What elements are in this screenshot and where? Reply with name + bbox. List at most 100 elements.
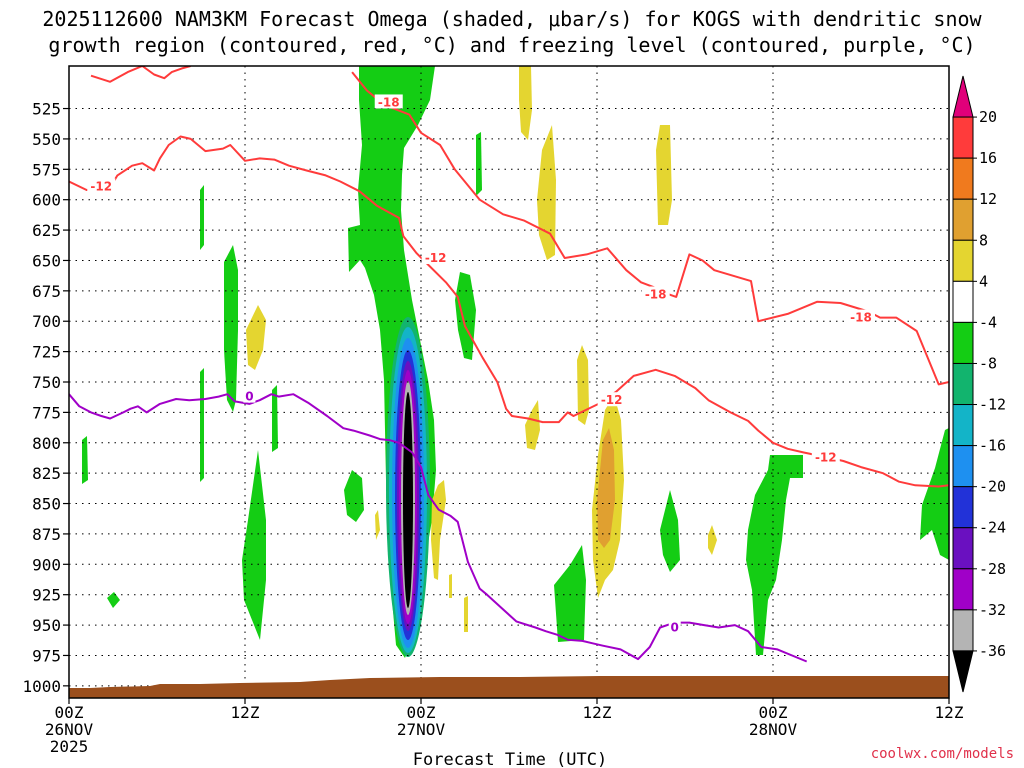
terrain-ground xyxy=(69,676,949,698)
omega-region xyxy=(200,185,204,250)
x-tick-label: 12Z xyxy=(935,703,964,722)
colorbar-label: -36 xyxy=(979,642,1006,660)
contour-label-bg xyxy=(641,286,670,301)
omega-region xyxy=(107,592,120,608)
omega-region xyxy=(554,545,586,642)
contour-line xyxy=(69,135,949,488)
x-tick-label: 26NOV xyxy=(45,720,94,739)
colorbar-cell xyxy=(952,527,974,570)
y-tick-label: 600 xyxy=(32,191,61,210)
colorbar-cell xyxy=(952,362,974,406)
colorbar-label: -32 xyxy=(979,601,1006,619)
colorbar-label: -28 xyxy=(979,560,1006,578)
omega-region xyxy=(344,470,364,522)
contour-label: -18 xyxy=(378,95,400,109)
y-tick-label: 525 xyxy=(32,100,61,119)
colorbar: 20 16 12 8 4 -4 -8 -12 -16 -20 -24 -28 -32 -36 xyxy=(952,75,1006,693)
y-tick-label: 950 xyxy=(32,616,61,635)
omega-region xyxy=(272,385,278,452)
contour-label: 0 xyxy=(671,621,679,635)
colorbar-cell xyxy=(952,239,974,282)
omega-region xyxy=(82,436,88,484)
contour-label: -18 xyxy=(850,311,872,325)
omega-region xyxy=(200,368,204,482)
contour-label: -12 xyxy=(601,393,623,407)
colorbar-label: -20 xyxy=(979,478,1006,496)
omega-region xyxy=(746,455,803,655)
x-tick-label: 12Z xyxy=(231,703,260,722)
colorbar-label: 4 xyxy=(979,272,988,290)
omega-region xyxy=(656,125,672,225)
contour-label-bg xyxy=(847,309,875,324)
x-tick-label: 27NOV xyxy=(397,720,446,739)
chart-title-line-2: growth region (contoured, red, °C) and f… xyxy=(48,33,975,57)
y-tick-label: 650 xyxy=(32,251,61,270)
y-tick-label: 725 xyxy=(32,343,61,362)
contour-label: -12 xyxy=(815,450,837,464)
colorbar-label: -16 xyxy=(979,437,1006,455)
colorbar-label: 20 xyxy=(979,108,997,126)
contour-label-bg xyxy=(87,178,116,193)
omega-region xyxy=(449,574,452,598)
y-tick-label: 750 xyxy=(32,373,61,392)
omega-region xyxy=(476,132,482,196)
omega-region xyxy=(708,525,717,555)
omega-shading xyxy=(82,66,949,658)
y-tick-label: 625 xyxy=(32,221,61,240)
omega-region xyxy=(537,125,556,260)
y-tick-label: 700 xyxy=(32,312,61,331)
grid xyxy=(69,66,949,698)
omega-region xyxy=(525,400,540,450)
contour-label-bg xyxy=(811,449,840,464)
colorbar-cell xyxy=(952,445,974,488)
y-axis: 525 550 575 600 625 650 675 700 725 750 775 800 825 8… xyxy=(22,100,69,696)
omega-region xyxy=(403,392,413,608)
contour-line xyxy=(69,393,808,663)
contour-label-bg xyxy=(597,392,626,407)
omega-region xyxy=(224,245,238,412)
contour-label-bg xyxy=(421,250,450,265)
y-tick-label: 875 xyxy=(32,525,61,544)
colorbar-cell xyxy=(952,280,974,323)
colorbar-cell xyxy=(952,404,974,447)
y-tick-label: 825 xyxy=(32,464,61,483)
y-tick-label: 1000 xyxy=(22,677,61,696)
colorbar-cell xyxy=(952,157,974,200)
colorbar-cell xyxy=(952,650,974,693)
x-tick-label: 00Z xyxy=(55,703,84,722)
colorbar-label: 8 xyxy=(979,231,988,249)
colorbar-cell xyxy=(952,321,974,364)
x-tick-label: 00Z xyxy=(407,703,436,722)
y-tick-label: 550 xyxy=(32,130,61,149)
x-tick-label: 00Z xyxy=(759,703,788,722)
colorbar-cell xyxy=(952,609,974,652)
plot-area xyxy=(69,66,949,698)
colorbar-label: 12 xyxy=(979,190,997,208)
colorbar-cell xyxy=(952,568,974,611)
y-tick-label: 800 xyxy=(32,434,61,453)
colorbar-cell xyxy=(952,116,974,159)
colorbar-label: 16 xyxy=(979,149,997,167)
colorbar-label: -4 xyxy=(979,313,997,331)
colorbar-label: -8 xyxy=(979,354,997,372)
contour-label-bg xyxy=(243,388,256,403)
colorbar-cell xyxy=(952,198,974,241)
y-tick-label: 775 xyxy=(32,403,61,422)
y-tick-label: 925 xyxy=(32,586,61,605)
chart-title-line-1: 2025112600 NAM3KM Forecast Omega (shaded… xyxy=(42,7,982,31)
colorbar-cell xyxy=(952,486,974,529)
x-axis-label: Forecast Time (UTC) xyxy=(413,750,607,768)
omega-region xyxy=(375,510,380,540)
credit-text: coolwx.com/models xyxy=(870,746,1014,762)
omega-region xyxy=(577,345,589,425)
contour-label: -12 xyxy=(425,251,447,265)
y-tick-label: 675 xyxy=(32,282,61,301)
x-tick-label: 12Z xyxy=(583,703,612,722)
colorbar-label: -12 xyxy=(979,396,1006,414)
omega-region xyxy=(519,66,532,140)
contour-label: -12 xyxy=(90,179,112,193)
y-tick-label: 850 xyxy=(32,495,61,514)
colorbar-label: -24 xyxy=(979,519,1006,537)
